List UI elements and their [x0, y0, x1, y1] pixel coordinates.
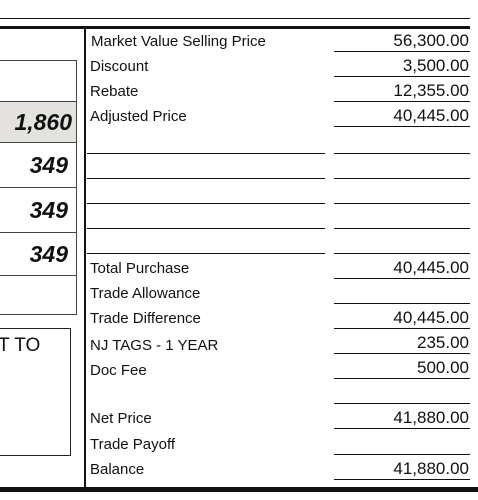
- left-box-5: [0, 275, 77, 315]
- value-underline: [334, 303, 470, 304]
- value-underline: [334, 51, 470, 52]
- blank-row-line: [334, 153, 470, 154]
- blank-row-line: [334, 203, 470, 204]
- blank-row-line: [87, 178, 325, 179]
- pricing-value: 3,500.00: [402, 56, 469, 75]
- pricing-value: 12,355.00: [393, 81, 469, 100]
- value-underline: [334, 403, 470, 404]
- pricing-label: Balance: [90, 461, 145, 478]
- left-box-value: 349: [29, 197, 68, 223]
- blank-row-line: [87, 253, 325, 254]
- value-underline: [334, 101, 470, 102]
- left-box-value: 349: [29, 152, 68, 178]
- pricing-value: 235.00: [417, 333, 469, 352]
- blank-row-line: [87, 153, 325, 154]
- left-box-2: 349: [0, 142, 77, 188]
- column-divider: [84, 29, 86, 489]
- blank-row-line: [334, 253, 470, 254]
- value-underline: [334, 278, 470, 279]
- value-underline: [334, 76, 470, 77]
- blank-row-line: [334, 228, 470, 229]
- pricing-value: 40,445.00: [393, 308, 469, 327]
- left-box-value: 1,860: [14, 109, 72, 135]
- blank-row-line: [87, 228, 325, 229]
- left-lower-box: T TO: [0, 328, 71, 456]
- pricing-label: Net Price: [90, 410, 152, 427]
- blank-row-line: [87, 203, 325, 204]
- left-box-3: 349: [0, 187, 77, 233]
- pricing-label: Trade Allowance: [90, 285, 201, 302]
- value-underline: [334, 328, 470, 329]
- pricing-label: Adjusted Price: [90, 108, 187, 125]
- pricing-value: 40,445.00: [393, 106, 469, 125]
- top-rule: [0, 18, 470, 19]
- pricing-value: 56,300.00: [393, 31, 469, 50]
- pricing-label: Doc Fee: [90, 362, 147, 379]
- pricing-value: 40,445.00: [393, 258, 469, 277]
- left-box-0: [0, 60, 77, 102]
- pricing-label: Trade Payoff: [90, 436, 176, 453]
- left-box-value: 349: [29, 241, 68, 267]
- form-bottom-border: [0, 487, 478, 492]
- pricing-label: Rebate: [90, 83, 139, 100]
- pricing-label: Trade Difference: [90, 310, 201, 327]
- value-underline: [334, 353, 470, 354]
- pricing-label: Market Value Selling Price: [91, 33, 266, 50]
- pricing-value: 500.00: [417, 358, 469, 377]
- left-box-1: 1,860: [0, 101, 77, 143]
- pricing-value: 41,880.00: [393, 408, 469, 427]
- left-box-4: 349: [0, 232, 77, 276]
- pricing-label: Total Purchase: [90, 260, 190, 277]
- value-underline: [334, 454, 470, 455]
- blank-row-line: [334, 178, 470, 179]
- form-top-border: [0, 26, 470, 29]
- value-underline: [334, 479, 470, 480]
- left-lower-box-text: T TO: [0, 335, 41, 356]
- pricing-label: NJ TAGS - 1 YEAR: [90, 337, 219, 354]
- value-underline: [334, 428, 470, 429]
- value-underline: [334, 378, 470, 379]
- pricing-value: 41,880.00: [393, 459, 469, 478]
- pricing-label: Discount: [90, 58, 149, 75]
- value-underline: [334, 126, 470, 127]
